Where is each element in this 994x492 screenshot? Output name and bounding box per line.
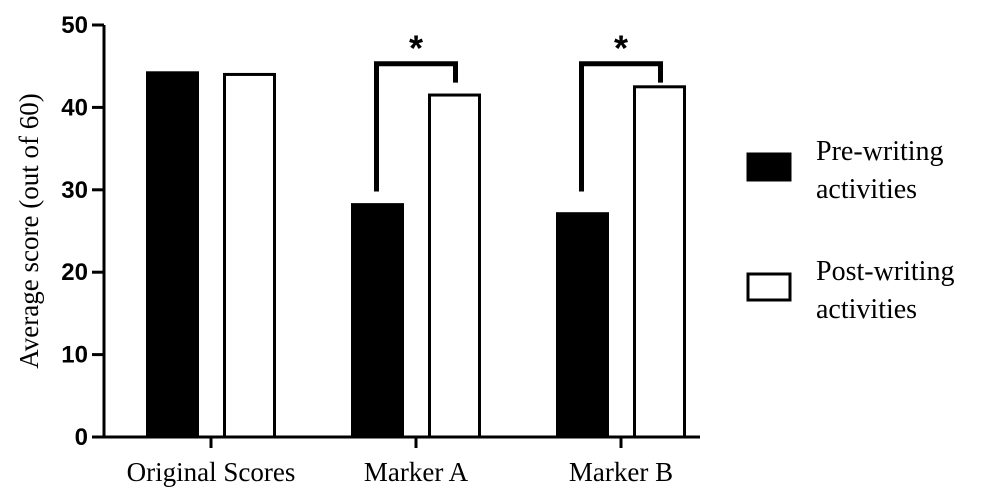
- significance-star: *: [409, 28, 423, 69]
- bar-pre-writing: [146, 71, 199, 439]
- x-category-label: Marker A: [364, 457, 469, 487]
- significance-star: *: [614, 28, 628, 69]
- significance-bracket: [579, 61, 663, 192]
- significance-bracket: [374, 61, 458, 192]
- tick-labels: 0 10 20 30 40 50 Original Scores Marker A Marker…: [61, 12, 673, 487]
- bar-post-writing: [428, 93, 481, 439]
- legend: Pre-writing activities Post-writing activit…: [746, 136, 954, 325]
- y-tick-label: 0: [75, 424, 88, 451]
- legend-swatch-post-writing: [746, 272, 792, 302]
- legend-label: Pre-writing activities: [816, 136, 944, 205]
- y-axis-label: Average score (out of 60): [14, 93, 44, 368]
- bar-pre-writing: [351, 203, 404, 439]
- y-tick-label: 50: [61, 12, 88, 39]
- x-category-label: Original Scores: [127, 457, 296, 487]
- y-tick-label: 30: [61, 177, 88, 204]
- legend-label: Post-writing activities: [816, 256, 954, 325]
- bars: [146, 71, 686, 439]
- bar-pre-writing: [556, 212, 609, 439]
- y-tick-label: 20: [61, 259, 88, 286]
- legend-swatch-pre-writing: [746, 152, 792, 182]
- y-tick-label: 10: [61, 342, 88, 369]
- x-category-label: Marker B: [569, 457, 673, 487]
- bar-post-writing: [223, 72, 276, 439]
- bar-post-writing: [633, 85, 686, 439]
- y-tick-label: 40: [61, 94, 88, 121]
- significance-markers: * *: [374, 28, 663, 192]
